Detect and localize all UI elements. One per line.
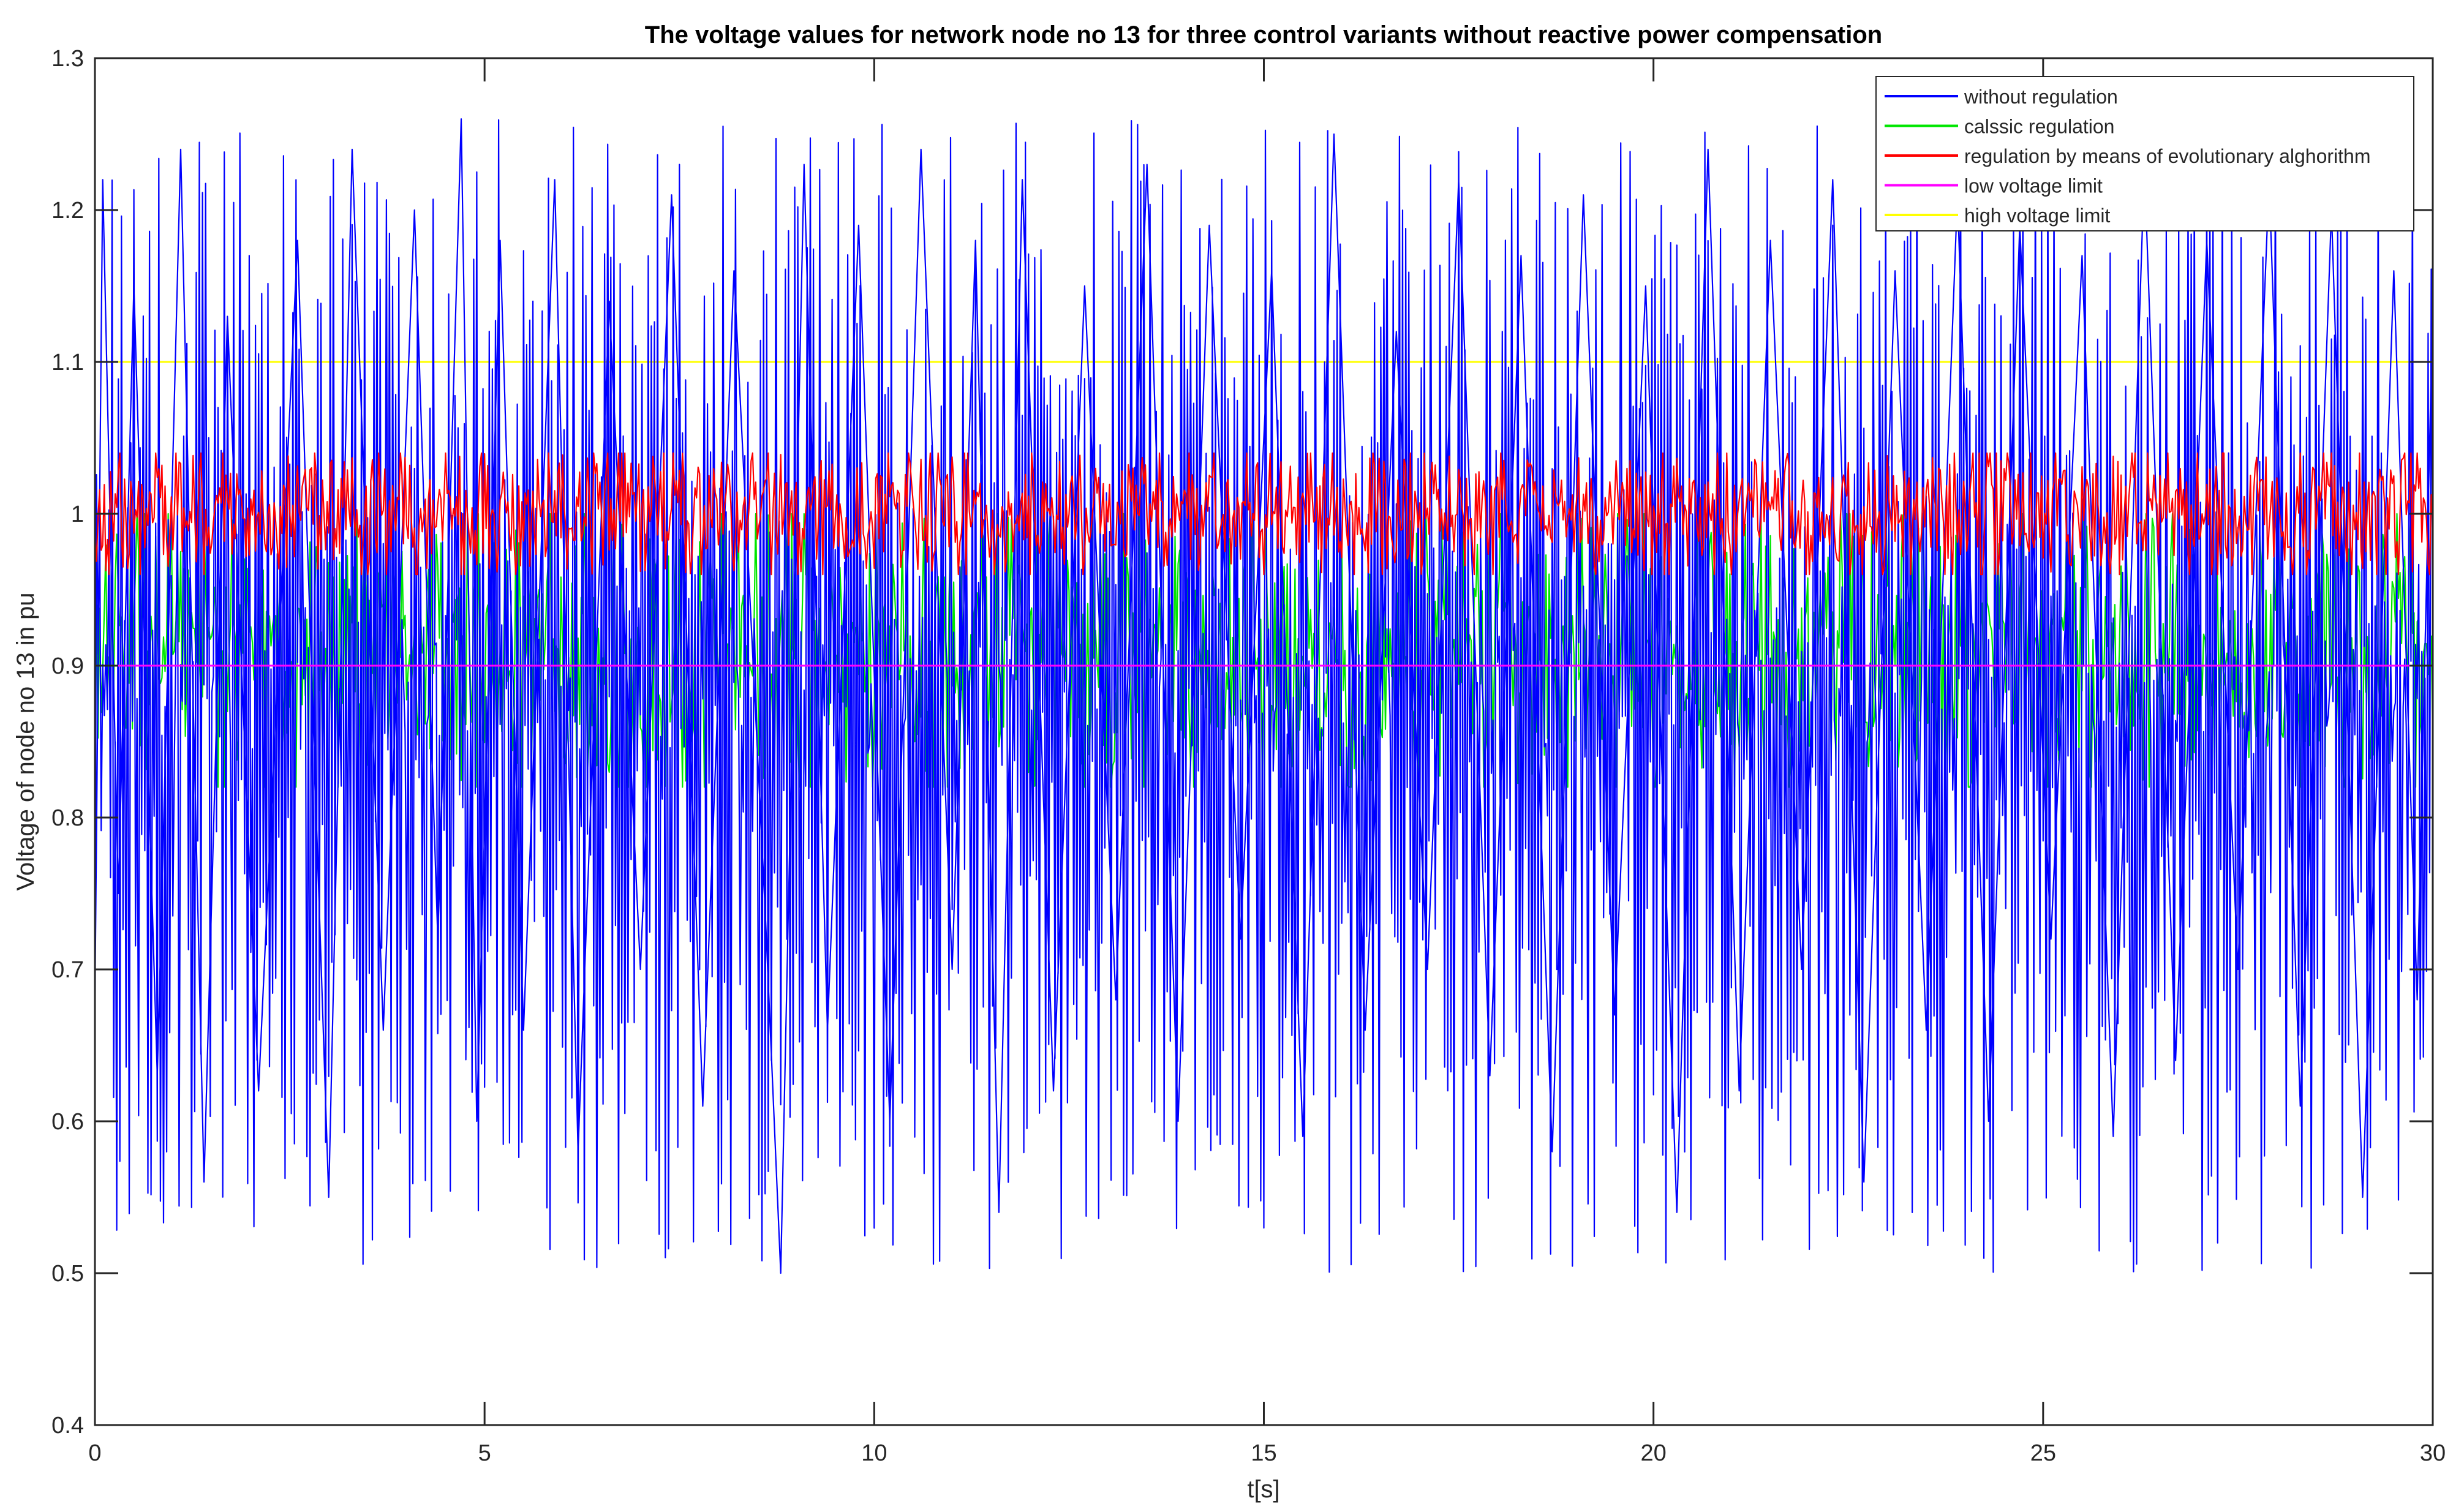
- x-tick-label: 25: [2030, 1440, 2056, 1466]
- y-tick-label: 1.2: [51, 198, 84, 224]
- legend-box: [1875, 76, 2414, 231]
- x-ticks: 0 5 10 15 20 25 30: [88, 58, 2446, 1466]
- legend-entries: without regulation calssic regulation regu…: [1885, 86, 2370, 227]
- legend-label: low voltage limit: [1964, 175, 2103, 197]
- x-tick-label: 20: [1641, 1440, 1667, 1466]
- x-tick-label: 0: [88, 1440, 101, 1466]
- y-tick-label: 1.3: [51, 46, 84, 72]
- legend-label: calssic regulation: [1964, 116, 2114, 138]
- plot-area: [94, 57, 2434, 1426]
- series-layer: [94, 118, 2434, 1274]
- legend: without regulation calssic regulation regu…: [1875, 76, 2414, 231]
- x-tick-label: 15: [1251, 1440, 1276, 1466]
- y-axis-label: Voltage of node no 13 in pu: [12, 592, 39, 890]
- y-tick-label: 0.5: [51, 1261, 84, 1287]
- chart-title: The voltage values for network node no 1…: [645, 21, 1882, 48]
- y-tick-label: 0.7: [51, 957, 84, 983]
- y-tick-label: 0.6: [51, 1109, 84, 1135]
- x-axis-label: t[s]: [1247, 1476, 1279, 1503]
- legend-label: without regulation: [1964, 86, 2118, 108]
- x-tick-label: 5: [478, 1440, 491, 1466]
- legend-label: high voltage limit: [1964, 205, 2110, 227]
- y-tick-label: 1.1: [51, 350, 84, 375]
- y-tick-label: 0.4: [51, 1413, 84, 1439]
- y-tick-label: 1: [71, 502, 84, 527]
- y-ticks: 0.4 0.5 0.6 0.7 0.8 0.9 1 1.1 1.2 1.3: [51, 46, 2433, 1439]
- legend-label: regulation by means of evolutionary algh…: [1964, 145, 2370, 167]
- y-tick-label: 0.9: [51, 653, 84, 679]
- y-tick-label: 0.8: [51, 805, 84, 831]
- x-tick-label: 30: [2420, 1440, 2446, 1466]
- x-tick-label: 10: [861, 1440, 887, 1466]
- series-evolutionary-regulation: [94, 452, 2434, 576]
